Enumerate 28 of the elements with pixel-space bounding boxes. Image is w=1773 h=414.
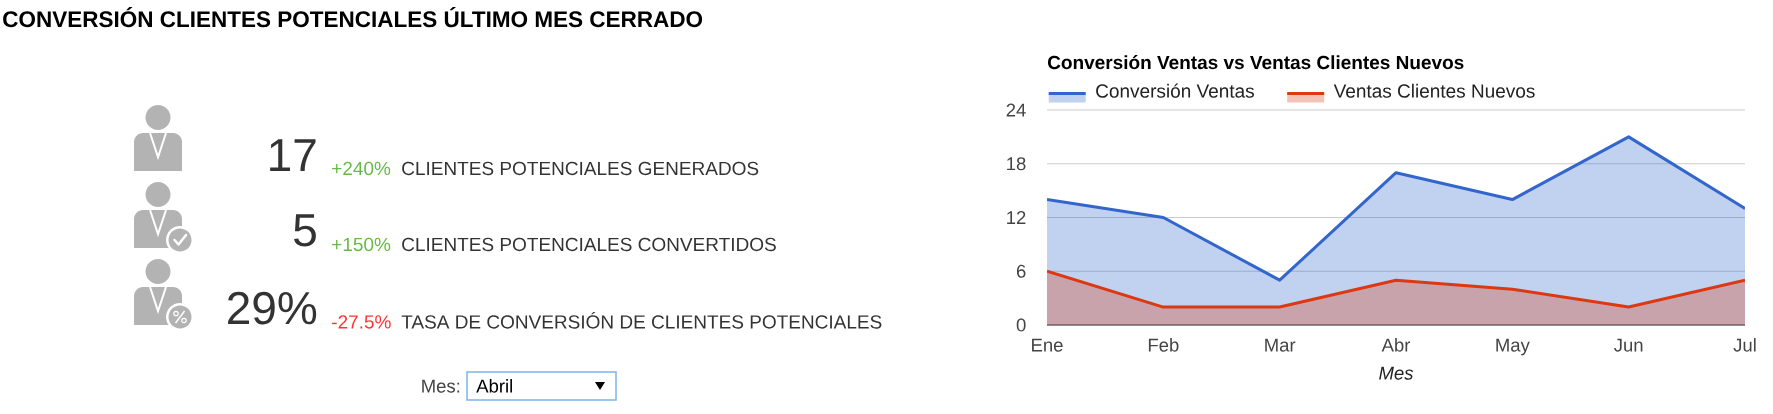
- text: +150%: [332, 237, 391, 252]
- x-tick-label: Jul: [1733, 338, 1756, 352]
- text: 5: [294, 214, 316, 247]
- legend-label: Ventas Clientes Nuevos: [1333, 83, 1535, 98]
- text: CLIENTES POTENCIALES CONVERTIDOS: [402, 237, 776, 252]
- text: CONVERSIÓN CLIENTES POTENCIALES ÚLTIMO MES CERRADO: [3, 7, 703, 28]
- x-tick-label: Jun: [1614, 338, 1643, 352]
- text: -27.5%: [332, 315, 391, 329]
- x-tick-label: Feb: [1148, 338, 1179, 352]
- y-tick-label: 6: [1016, 264, 1026, 278]
- y-tick-label: 18: [1007, 157, 1026, 171]
- text: TASA DE CONVERSIÓN DE CLIENTES POTENCIALES: [401, 312, 882, 329]
- text: CLIENTES POTENCIALES GENERADOS: [402, 161, 759, 176]
- text: Mes:: [422, 379, 460, 393]
- text: 17: [270, 139, 316, 171]
- x-tick-label: Abr: [1381, 338, 1411, 352]
- x-tick-label: Ene: [1032, 338, 1063, 352]
- chart-title: Conversión Ventas vs Ventas Clientes Nuevos: [1047, 55, 1464, 70]
- x-axis-title: Mes: [1379, 366, 1414, 380]
- y-tick-label: 0: [1016, 318, 1026, 332]
- x-tick-label: May: [1496, 338, 1530, 356]
- y-tick-label: 24: [1006, 103, 1026, 117]
- y-tick-label: 12: [1007, 211, 1026, 224]
- text: Abril: [476, 379, 512, 393]
- x-tick-label: Mar: [1265, 338, 1296, 352]
- legend-label: Conversión Ventas: [1096, 83, 1254, 98]
- text: +240%: [332, 161, 391, 176]
- text: 29%: [228, 291, 317, 325]
